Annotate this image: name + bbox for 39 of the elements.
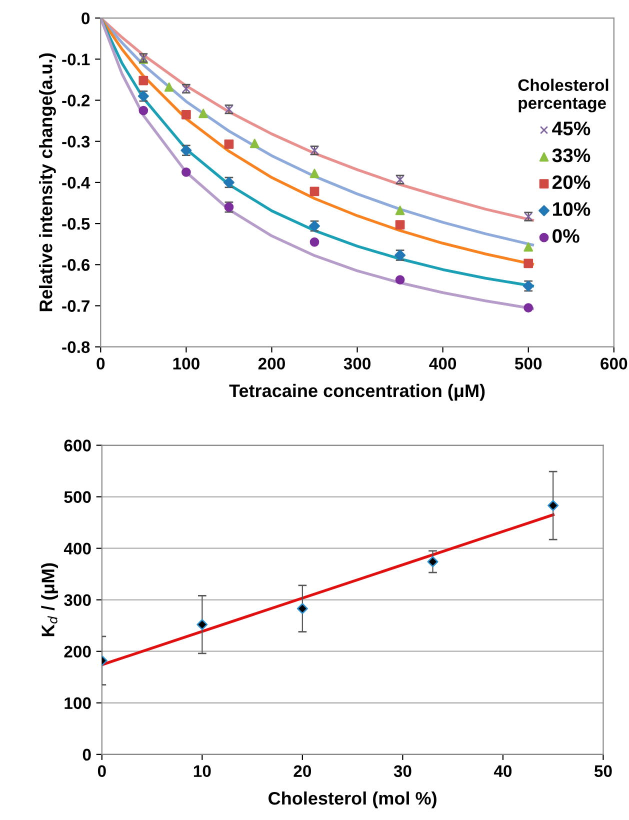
y-tick-label: -0.7 (62, 300, 90, 312)
x-tick-label: 10 (194, 765, 211, 778)
x-axis-title: Cholesterol (mol %) (268, 791, 436, 808)
y-tick-label: 100 (64, 697, 91, 710)
y-tick-label: -0.4 (62, 176, 90, 189)
y-tick-label: 300 (64, 594, 91, 606)
x-tick-label: 20 (294, 765, 312, 778)
y-tick-label: -0.6 (62, 259, 90, 271)
x-tick-label: 40 (494, 765, 512, 778)
x-tick-label: 400 (429, 358, 456, 370)
x-tick-label: 50 (594, 765, 612, 778)
x-tick-label: 100 (173, 358, 200, 370)
x-tick-label: 200 (258, 358, 285, 370)
legend-label: 10% (553, 202, 590, 216)
x-tick-label: 0 (98, 765, 106, 778)
y-tick-label: 500 (64, 491, 91, 503)
y-tick-label: -0.2 (62, 94, 90, 106)
x-tick-label: 600 (600, 358, 628, 370)
y-tick-label: 600 (64, 440, 91, 452)
y-tick-label: -0.1 (62, 54, 90, 66)
legend-label: 45% (552, 122, 590, 136)
legend-label: 33% (552, 148, 590, 162)
x-tick-label: 500 (514, 358, 542, 370)
legend-title: Cholesterol percentage (518, 78, 608, 112)
y-tick-label: 0 (82, 12, 90, 24)
y-tick-label: -0.8 (62, 341, 90, 354)
x-tick-label: 0 (96, 358, 105, 370)
y-tick-label: -0.5 (62, 218, 90, 230)
x-tick-label: 300 (344, 358, 370, 370)
y-tick-label: 0 (82, 748, 91, 761)
x-tick-label: 30 (394, 765, 412, 778)
y-axis-title: K$_{d}$ / (μM) (41, 563, 58, 636)
legend-label: 0% (552, 229, 580, 243)
y-tick-label: -0.3 (62, 136, 90, 148)
y-axis-title: Relative intensity change(a.u.) (39, 53, 56, 312)
x-axis-title: Tetracaine concentration (μM) (229, 384, 485, 401)
y-tick-label: 400 (64, 542, 91, 555)
y-tick-label: 200 (64, 646, 91, 658)
legend-label: 20% (552, 175, 590, 190)
